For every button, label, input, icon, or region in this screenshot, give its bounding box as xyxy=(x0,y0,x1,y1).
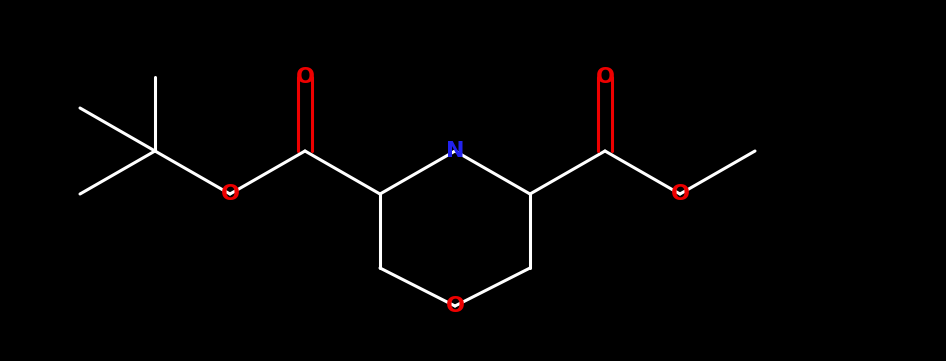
Text: N: N xyxy=(446,141,464,161)
Text: O: O xyxy=(295,67,314,87)
Text: O: O xyxy=(595,67,615,87)
Text: O: O xyxy=(220,184,239,204)
Text: O: O xyxy=(671,184,690,204)
Text: O: O xyxy=(446,296,464,316)
